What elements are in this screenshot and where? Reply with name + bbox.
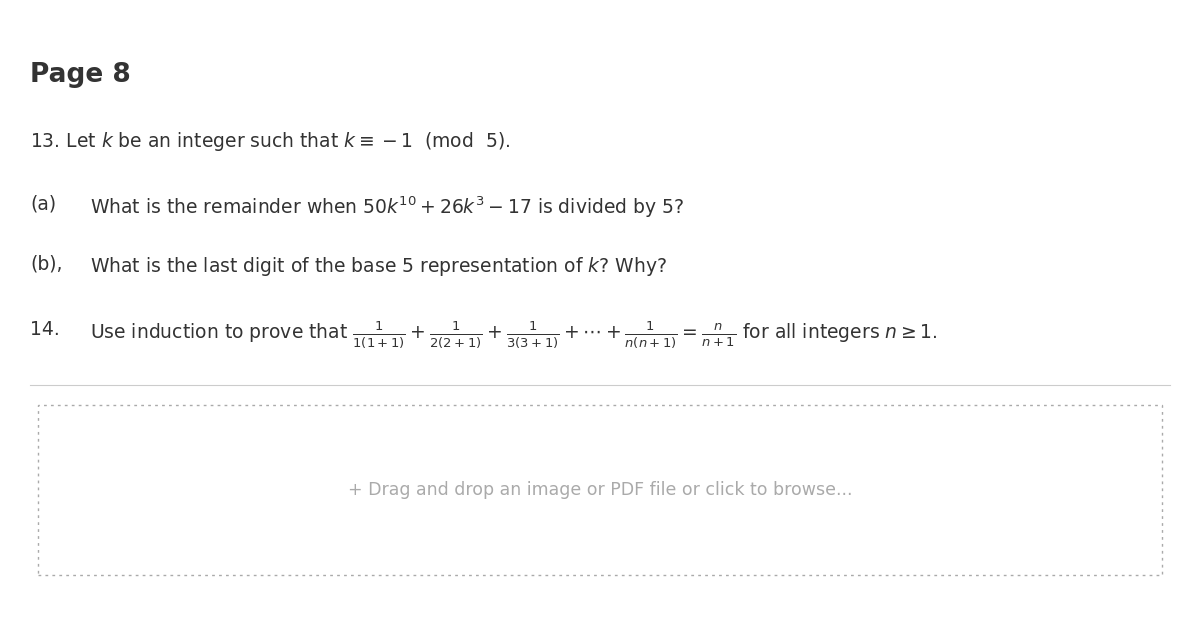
Bar: [38, 405, 1162, 575]
Text: (b),: (b),: [30, 255, 62, 274]
Text: + Drag and drop an image or PDF file or click to browse...: + Drag and drop an image or PDF file or …: [348, 481, 852, 499]
Text: What is the remainder when $50k^{10} + 26k^3 - 17$ is divided by 5?: What is the remainder when $50k^{10} + 2…: [90, 195, 684, 220]
Text: (a): (a): [30, 195, 56, 214]
Text: 13. Let $k$ be an integer such that $k \equiv -1$  (mod  5).: 13. Let $k$ be an integer such that $k \…: [30, 130, 510, 153]
Text: Page 8: Page 8: [30, 62, 131, 88]
Text: Use induction to prove that $\frac{1}{1(1+1)} + \frac{1}{2(2+1)} + \frac{1}{3(3+: Use induction to prove that $\frac{1}{1(…: [90, 320, 937, 350]
Text: 14.: 14.: [30, 320, 60, 339]
Text: What is the last digit of the base 5 representation of $k$? Why?: What is the last digit of the base 5 rep…: [90, 255, 667, 278]
